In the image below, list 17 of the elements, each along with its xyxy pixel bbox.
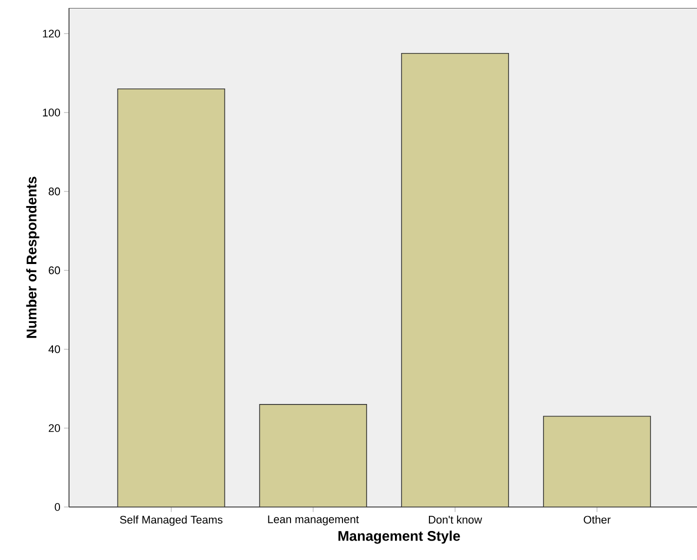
y-tick-label: 80 [48, 188, 60, 196]
bar [117, 88, 226, 507]
x-tick-label: Self Managed Teams [120, 516, 222, 526]
bar [401, 52, 509, 507]
bar [259, 404, 368, 507]
y-tick-label: 100 [42, 108, 60, 116]
x-tick-label: Other [584, 516, 611, 524]
bar [543, 416, 651, 507]
y-tick-label: 0 [54, 503, 60, 511]
y-tick-label: 120 [42, 30, 60, 38]
x-tick-label: Lean management [268, 516, 359, 526]
y-tick-label: 20 [48, 424, 60, 432]
x-axis-title: Management Style [338, 530, 460, 544]
y-tick-label: 60 [48, 266, 60, 274]
x-tick-label: Don't know [428, 516, 482, 524]
y-axis-title: Number of Respondents [26, 176, 40, 338]
y-tick-label: 40 [48, 345, 60, 354]
